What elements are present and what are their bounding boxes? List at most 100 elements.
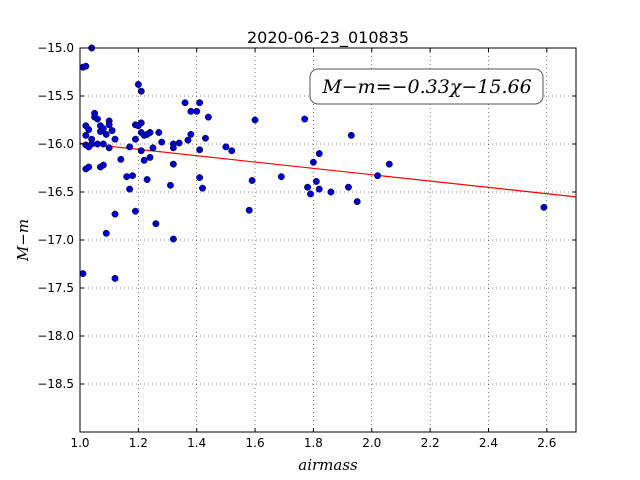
data-point	[79, 270, 87, 278]
data-point	[169, 160, 177, 168]
data-point	[199, 184, 206, 192]
data-point	[309, 158, 317, 166]
data-point	[196, 174, 204, 182]
data-point	[353, 198, 361, 206]
data-point	[102, 229, 110, 237]
grid	[79, 47, 576, 432]
data-point	[304, 183, 312, 191]
data-point	[105, 121, 113, 129]
data-point	[85, 126, 93, 134]
data-point	[152, 220, 160, 228]
data-point	[99, 161, 107, 169]
y-tick-label: −15.5	[37, 89, 74, 103]
data-point	[385, 160, 393, 168]
data-point	[315, 150, 323, 158]
data-point	[251, 116, 259, 124]
data-point	[277, 173, 285, 181]
data-point	[184, 136, 192, 144]
data-point	[99, 125, 107, 133]
annotation-text: M−m=−0.33χ−15.66	[321, 76, 531, 98]
data-point	[204, 113, 212, 121]
x-tick-label: 1.6	[246, 436, 265, 450]
data-point	[175, 139, 183, 147]
data-point	[146, 153, 154, 161]
data-point	[166, 181, 174, 189]
y-tick-label: −16.0	[37, 137, 74, 151]
data-point	[169, 140, 177, 148]
data-point	[85, 163, 93, 171]
data-point	[131, 135, 139, 143]
data-point	[187, 130, 195, 138]
data-point	[222, 143, 230, 151]
chart-title: 2020-06-23_010835	[247, 28, 409, 48]
x-tick-label: 1.2	[129, 436, 148, 450]
data-points	[79, 44, 548, 282]
data-point	[169, 235, 177, 243]
data-point	[126, 185, 134, 193]
x-axis-label: airmass	[298, 456, 358, 474]
data-point	[374, 172, 382, 180]
x-tick-label: 2.4	[479, 436, 498, 450]
x-tick-label: 1.8	[304, 436, 323, 450]
data-point	[123, 173, 131, 181]
y-tick-label: −18.5	[37, 377, 74, 391]
data-point	[108, 127, 116, 135]
data-point	[129, 172, 136, 180]
data-point	[228, 147, 236, 155]
data-point	[111, 135, 119, 143]
fit-line-layer	[79, 142, 577, 198]
y-tick-label: −15.0	[37, 41, 74, 55]
data-point	[327, 188, 335, 196]
y-tick-label: −18.0	[37, 329, 74, 343]
annotation-box	[309, 68, 544, 105]
data-point	[137, 87, 145, 95]
axis-ticks: 1.0 1.2 1.4 1.6 1.8 2.0 2.2 2.4 2.6 −15.0 −15.5 −16…	[37, 41, 576, 450]
data-point	[88, 140, 96, 148]
data-point	[111, 210, 119, 218]
data-point	[315, 185, 323, 193]
data-point	[137, 147, 145, 155]
y-tick-label: −17.5	[37, 281, 74, 295]
y-axis-label: M−m	[14, 219, 32, 262]
data-point	[99, 140, 107, 148]
x-tick-label: 1.0	[70, 436, 89, 450]
data-point	[134, 81, 142, 88]
data-point	[82, 131, 90, 139]
data-point	[105, 144, 113, 152]
data-point	[347, 131, 355, 139]
data-point	[143, 176, 151, 183]
data-point	[540, 203, 548, 211]
x-tick-label: 2.0	[362, 436, 381, 450]
data-point	[146, 129, 154, 136]
y-tick-label: −17.0	[37, 233, 74, 247]
data-point	[102, 130, 110, 138]
data-point	[301, 115, 309, 123]
data-point	[158, 138, 166, 146]
data-point	[137, 119, 145, 127]
data-point	[155, 129, 163, 136]
data-point	[196, 146, 204, 154]
data-point	[181, 99, 189, 107]
data-point	[196, 99, 204, 107]
x-tick-label: 1.4	[187, 436, 206, 450]
data-point	[126, 143, 134, 151]
y-tick-label: −16.5	[37, 185, 74, 199]
data-point	[312, 177, 320, 185]
data-point	[94, 140, 101, 148]
fit-line	[79, 142, 577, 198]
data-point	[307, 190, 314, 198]
x-tick-label: 2.6	[537, 436, 556, 450]
data-point	[94, 115, 101, 123]
x-tick-label: 2.2	[421, 436, 440, 450]
data-point	[245, 206, 253, 214]
fit-annotation: M−m=−0.33χ−15.66	[309, 68, 544, 105]
data-point	[111, 274, 119, 282]
data-point	[140, 156, 148, 164]
data-point	[149, 144, 157, 152]
data-point	[117, 155, 125, 163]
data-point	[248, 177, 256, 184]
data-point	[82, 62, 90, 70]
data-point	[131, 207, 139, 215]
data-point	[202, 134, 209, 142]
